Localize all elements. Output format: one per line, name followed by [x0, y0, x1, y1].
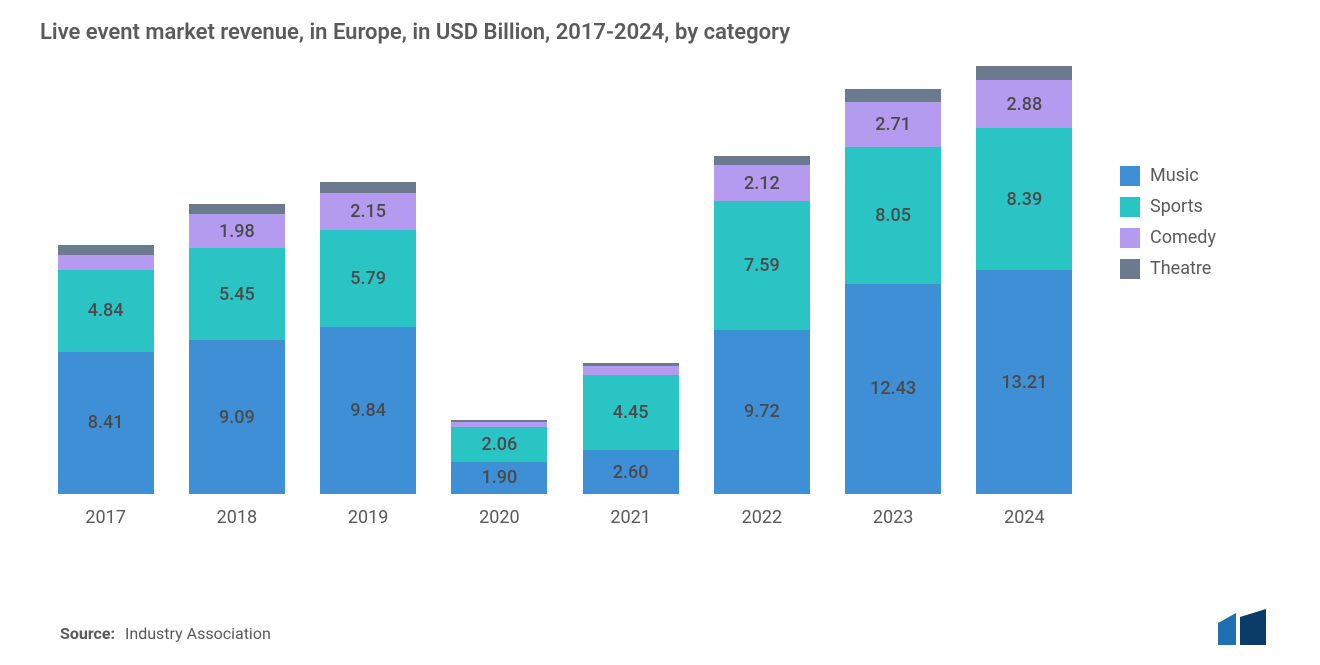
bar-segment: 12.43	[845, 284, 941, 494]
bars-area: 8.41 4.84 9.09 5.45 1.98 9.84 5.79 2.15 1.90 2.06…	[40, 55, 1090, 495]
bar-segment: 9.84	[320, 327, 416, 494]
bar-value-label: 2.88	[1007, 94, 1043, 115]
bar-segment	[845, 89, 941, 102]
bar-group: 8.41 4.84	[58, 245, 154, 494]
bar-segment: 9.72	[714, 330, 810, 494]
bar-segment: 5.79	[320, 230, 416, 328]
bar-segment: 2.88	[976, 80, 1072, 129]
bar-group: 2.60 4.45	[583, 363, 679, 494]
legend-swatch	[1120, 197, 1140, 217]
bar-segment: 8.39	[976, 128, 1072, 270]
x-axis-labels: 2017 2018 2019 2020 2021 2022 2023 2024	[40, 507, 1090, 528]
bar-value-label: 9.72	[744, 401, 780, 422]
source-label: Source:	[60, 624, 115, 643]
chart-area: 8.41 4.84 9.09 5.45 1.98 9.84 5.79 2.15 1.90 2.06…	[40, 55, 1280, 528]
bar-segment: 8.05	[845, 147, 941, 283]
bar-segment: 7.59	[714, 201, 810, 329]
bar-segment: 1.90	[451, 462, 547, 494]
bar-value-label: 9.09	[219, 407, 255, 428]
chart-title: Live event market revenue, in Europe, in…	[40, 20, 1280, 45]
legend-label: Sports	[1150, 196, 1203, 217]
bar-segment: 9.09	[189, 340, 285, 494]
bar-group: 9.84 5.79 2.15	[320, 182, 416, 494]
x-axis-label: 2017	[58, 507, 154, 528]
bar-segment: 2.06	[451, 427, 547, 462]
bar-segment	[58, 245, 154, 254]
bar-segment: 13.21	[976, 270, 1072, 494]
bar-group: 13.21 8.39 2.88	[976, 66, 1072, 494]
source-text: Industry Association	[125, 624, 271, 643]
brand-logo-icon	[1214, 609, 1270, 645]
legend-item: Music	[1120, 165, 1216, 186]
x-axis-label: 2018	[189, 507, 285, 528]
bar-segment: 4.84	[58, 270, 154, 352]
legend-label: Music	[1150, 165, 1199, 186]
bar-value-label: 5.79	[350, 268, 386, 289]
bar-value-label: 12.43	[870, 378, 916, 399]
x-axis-label: 2020	[451, 507, 547, 528]
bar-segment	[320, 182, 416, 193]
bar-segment: 2.60	[583, 450, 679, 494]
bar-value-label: 1.98	[219, 221, 255, 242]
bar-value-label: 8.41	[88, 412, 124, 433]
source-attribution: Source: Industry Association	[60, 624, 271, 643]
bar-value-label: 8.39	[1007, 189, 1043, 210]
bar-stack: 9.84 5.79 2.15	[320, 182, 416, 494]
legend-swatch	[1120, 228, 1140, 248]
legend-swatch	[1120, 259, 1140, 279]
bar-group: 9.09 5.45 1.98	[189, 204, 285, 494]
bar-segment	[58, 255, 154, 270]
bar-value-label: 8.05	[875, 205, 911, 226]
legend-item: Theatre	[1120, 258, 1216, 279]
bar-segment	[714, 156, 810, 165]
bar-stack: 2.60 4.45	[583, 363, 679, 494]
bar-value-label: 2.60	[613, 462, 649, 483]
bar-group: 9.72 7.59 2.12	[714, 156, 810, 494]
legend-item: Comedy	[1120, 227, 1216, 248]
legend-swatch	[1120, 166, 1140, 186]
bar-segment: 5.45	[189, 248, 285, 340]
bar-stack: 1.90 2.06	[451, 420, 547, 494]
bar-segment: 1.98	[189, 214, 285, 248]
bar-group: 1.90 2.06	[451, 420, 547, 494]
x-axis-label: 2023	[845, 507, 941, 528]
bar-segment	[583, 366, 679, 374]
plot-region: 8.41 4.84 9.09 5.45 1.98 9.84 5.79 2.15 1.90 2.06…	[40, 55, 1090, 528]
bar-stack: 13.21 8.39 2.88	[976, 66, 1072, 494]
bar-value-label: 4.45	[613, 402, 649, 423]
bar-stack: 9.09 5.45 1.98	[189, 204, 285, 494]
bar-group: 12.43 8.05 2.71	[845, 89, 941, 494]
x-axis-label: 2019	[320, 507, 416, 528]
bar-value-label: 2.12	[744, 173, 780, 194]
bar-value-label: 1.90	[482, 467, 518, 488]
x-axis-label: 2021	[583, 507, 679, 528]
bar-segment: 2.12	[714, 165, 810, 201]
bar-stack: 9.72 7.59 2.12	[714, 156, 810, 494]
bar-value-label: 13.21	[1001, 372, 1047, 393]
legend-label: Theatre	[1150, 258, 1211, 279]
legend-item: Sports	[1120, 196, 1216, 217]
bar-value-label: 4.84	[88, 300, 124, 321]
bar-value-label: 2.71	[875, 114, 911, 135]
bar-value-label: 2.06	[482, 434, 518, 455]
bar-segment: 4.45	[583, 375, 679, 450]
bar-segment: 2.71	[845, 102, 941, 148]
bar-segment	[976, 66, 1072, 80]
bar-segment: 8.41	[58, 352, 154, 494]
bar-value-label: 5.45	[219, 284, 255, 305]
bar-segment	[189, 204, 285, 214]
x-axis-label: 2024	[976, 507, 1072, 528]
legend: Music Sports Comedy Theatre	[1120, 165, 1216, 289]
x-axis-label: 2022	[714, 507, 810, 528]
bar-segment: 2.15	[320, 193, 416, 229]
bar-value-label: 7.59	[744, 255, 780, 276]
legend-label: Comedy	[1150, 227, 1216, 248]
bar-stack: 12.43 8.05 2.71	[845, 89, 941, 494]
bar-stack: 8.41 4.84	[58, 245, 154, 494]
bar-value-label: 9.84	[350, 400, 386, 421]
bar-value-label: 2.15	[350, 201, 386, 222]
